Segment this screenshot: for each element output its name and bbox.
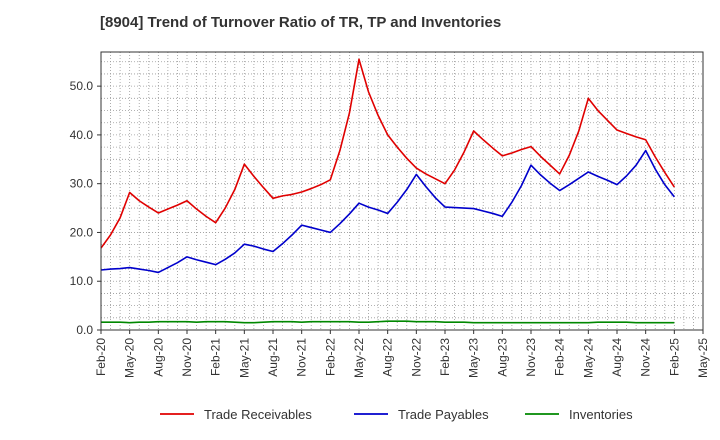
y-tick-label: 30.0 [70, 177, 94, 191]
x-tick-label: Feb-20 [94, 338, 108, 376]
x-tick-label: Nov-24 [639, 338, 653, 377]
legend-label-trade-payables: Trade Payables [398, 407, 489, 422]
series-line-inventories [101, 320, 675, 324]
series-line-trade-receivables [100, 58, 675, 249]
legend-label-inventories: Inventories [569, 407, 633, 422]
y-tick-label: 10.0 [70, 274, 94, 288]
legend-label-trade-receivables: Trade Receivables [204, 407, 312, 422]
x-tick-label: Aug-23 [495, 338, 509, 377]
x-tick-label: Nov-23 [524, 338, 538, 377]
axis-layer: 0.0 10.0 20.0 30.0 40.0 50.0 Feb-20 May-20 Aug-2… [70, 79, 710, 378]
plot-frame [100, 51, 704, 331]
x-tick-label: May-24 [581, 338, 595, 378]
x-tick-label: Aug-22 [381, 338, 395, 377]
y-tick-label: 40.0 [70, 128, 94, 142]
x-tick-label: Nov-20 [180, 338, 194, 377]
x-tick-label: May-20 [123, 338, 137, 378]
x-tick-label: Feb-24 [553, 338, 567, 376]
x-tick-label: Feb-21 [209, 338, 223, 376]
y-tick-label: 20.0 [70, 225, 94, 239]
y-tick-label: 0.0 [76, 323, 93, 337]
legend: Trade Receivables Trade Payables Inventori… [160, 407, 633, 422]
x-tick-label: May-23 [467, 338, 481, 378]
x-tick-label: Nov-22 [409, 338, 423, 377]
x-tick-label: Aug-21 [266, 338, 280, 377]
x-tick-label: Feb-22 [323, 338, 337, 376]
x-tick-label: May-21 [237, 338, 251, 378]
grid-layer [101, 52, 703, 330]
x-tick-label: May-22 [352, 338, 366, 378]
x-tick-label: Aug-24 [610, 338, 624, 377]
series-layer [100, 58, 675, 324]
series-line-trade-payables [100, 149, 675, 274]
x-tick-label: Feb-23 [438, 338, 452, 376]
x-tick-label: Nov-21 [295, 338, 309, 377]
x-tick-label: May-25 [696, 338, 710, 378]
chart-title: [8904] Trend of Turnover Ratio of TR, TP… [100, 14, 502, 31]
y-tick-label: 50.0 [70, 79, 94, 93]
x-tick-label: Aug-20 [151, 338, 165, 377]
x-tick-label: Feb-25 [667, 338, 681, 376]
